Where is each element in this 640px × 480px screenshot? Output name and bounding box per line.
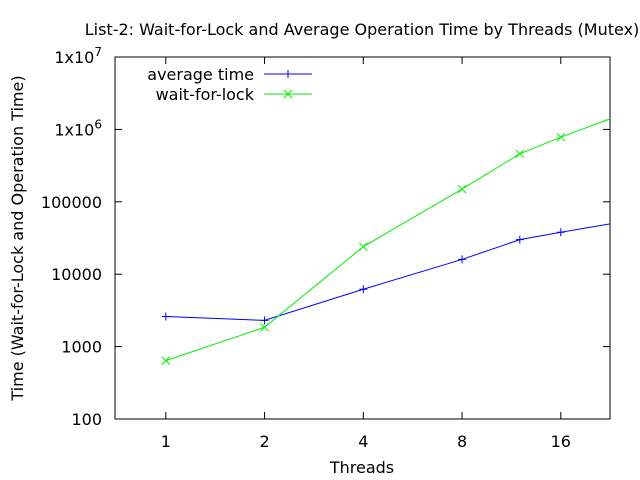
data-point (358, 242, 368, 252)
y-tick-label: 1x107 (54, 45, 102, 67)
x-axis-title: Threads (329, 458, 394, 477)
data-point (260, 316, 269, 325)
x-tick-label: 2 (259, 432, 269, 451)
series-line (165, 118, 610, 362)
legend-marker (284, 70, 292, 78)
data-point (615, 218, 623, 226)
x-tick-label: 16 (551, 432, 571, 451)
x-tick-label: 1 (161, 432, 171, 451)
y-tick-label: 1x106 (54, 117, 102, 139)
data-point (161, 312, 170, 321)
data-point (458, 255, 467, 264)
data-point (556, 228, 565, 237)
series-wait-for-lock (161, 112, 623, 365)
y-tick-label: 1000 (61, 338, 102, 357)
data-point (515, 149, 525, 159)
y-tick-label-base: 1x10 (54, 48, 94, 67)
data-point (556, 132, 566, 142)
y-tick-label: 10000 (51, 265, 102, 284)
y-tick-label: 100 (71, 410, 102, 429)
data-point (161, 356, 171, 365)
legend-label: wait-for-lock (156, 85, 255, 104)
x-tick-label: 4 (358, 432, 368, 451)
plot-area-border (114, 56, 611, 420)
y-tick-label-exponent: 6 (94, 117, 102, 131)
x-tick-label: 8 (457, 432, 467, 451)
series-layer (161, 112, 623, 365)
chart-title: List-2: Wait-for-Lock and Average Operat… (85, 20, 640, 39)
data-point (615, 112, 623, 120)
data-point (515, 235, 524, 244)
data-point (260, 322, 269, 332)
series-line (165, 223, 610, 321)
legend-marker (283, 89, 293, 99)
series-average-time (161, 218, 623, 325)
y-tick-label: 100000 (41, 193, 102, 212)
y-tick-label-base: 1x10 (54, 120, 94, 139)
y-axis-title: Time (Wait-for-Lock and Operation Time) (8, 75, 27, 401)
legend-label: average time (147, 65, 254, 84)
data-point (359, 285, 368, 294)
data-point (457, 184, 467, 194)
y-tick-label-exponent: 7 (94, 45, 102, 59)
